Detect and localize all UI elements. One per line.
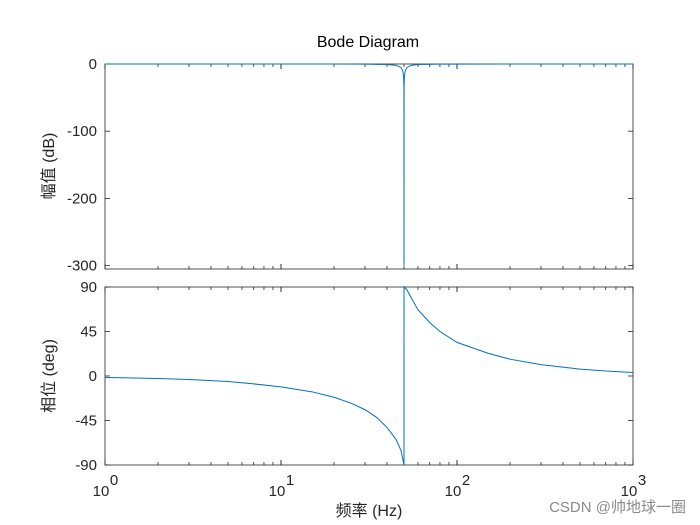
x-tick-label-exponent: 1 [286, 472, 294, 489]
x-tick-label: 10 [93, 483, 110, 500]
magnitude-ytick-label: -200 [67, 190, 97, 207]
phase-ytick-label: -45 [75, 413, 97, 430]
magnitude-ytick-label: -300 [67, 258, 97, 275]
watermark: CSDN @帅地球一圈 [549, 499, 686, 516]
magnitude-y-ticks: 0 -100 -200 -300 [67, 56, 633, 275]
magnitude-panel: 0 -100 -200 -300 [67, 56, 634, 275]
phase-ytick-label: 0 [89, 368, 97, 385]
x-tick-label: 10 [269, 483, 286, 500]
phase-y-ticks: 90 45 0 -45 -90 [75, 279, 633, 474]
magnitude-ytick-label: -100 [67, 123, 97, 140]
x-tick-label-exponent: 3 [638, 472, 646, 489]
x-tick-label: 10 [621, 483, 638, 500]
phase-ytick-label: -90 [75, 457, 97, 474]
phase-ytick-label: 90 [80, 279, 97, 296]
phase-ytick-label: 45 [80, 324, 97, 341]
magnitude-x-ticks [104, 64, 634, 269]
magnitude-y-axis-label: 幅值 (dB) [40, 133, 58, 200]
chart-title: Bode Diagram [317, 34, 419, 51]
x-tick-label-exponent: 2 [462, 472, 470, 489]
phase-series-line [104, 285, 634, 466]
x-tick-label: 10 [445, 483, 462, 500]
magnitude-ytick-label: 0 [89, 56, 97, 73]
magnitude-series-line [105, 63, 633, 266]
x-axis-label: 频率 (Hz) [336, 502, 403, 520]
phase-y-axis-label: 相位 (deg) [40, 339, 58, 413]
x-tick-label-exponent: 0 [110, 472, 118, 489]
